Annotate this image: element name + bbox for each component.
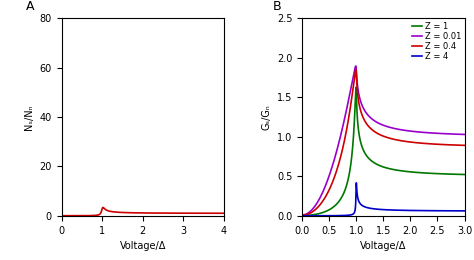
Z = 0.4 <box>462 144 467 147</box>
Z = 0.01 <box>362 109 367 112</box>
Z = 1 <box>369 159 374 162</box>
Z = 0.4 <box>441 143 447 146</box>
Line: Z = 1: Z = 1 <box>302 87 465 216</box>
Z = 4 <box>369 207 374 210</box>
Line: Z = 0.4: Z = 0.4 <box>302 69 465 215</box>
Y-axis label: Nₛ/Nₙ: Nₛ/Nₙ <box>24 104 34 130</box>
Z = 0.4 <box>318 203 323 206</box>
Z = 4 <box>299 214 305 217</box>
Z = 0.4 <box>299 214 305 217</box>
Z = 4 <box>328 214 333 217</box>
Z = 0.01 <box>458 133 464 136</box>
Z = 1 <box>353 86 359 89</box>
Line: Z = 4: Z = 4 <box>302 183 465 216</box>
Z = 0.4 <box>328 186 333 189</box>
Z = 1 <box>299 214 305 217</box>
Z = 0.01 <box>328 171 333 174</box>
Z = 0.01 <box>462 133 467 136</box>
X-axis label: Voltage/Δ: Voltage/Δ <box>119 241 166 251</box>
Legend: Z = 1, Z = 0.01, Z = 0.4, Z = 4: Z = 1, Z = 0.01, Z = 0.4, Z = 4 <box>411 21 462 62</box>
Z = 0.01 <box>318 195 323 198</box>
Z = 0.01 <box>299 213 305 217</box>
Z = 0.4 <box>458 144 464 147</box>
Y-axis label: Gₛ/Gₙ: Gₛ/Gₙ <box>261 104 271 130</box>
Z = 1 <box>462 173 467 176</box>
Z = 1 <box>362 151 367 154</box>
X-axis label: Voltage/Δ: Voltage/Δ <box>360 241 407 251</box>
Z = 4 <box>318 214 323 217</box>
Z = 4 <box>362 205 367 208</box>
Z = 4 <box>441 209 447 212</box>
Text: A: A <box>26 0 35 13</box>
Line: Z = 0.01: Z = 0.01 <box>302 66 465 215</box>
Z = 0.01 <box>353 64 359 68</box>
Z = 4 <box>458 209 464 212</box>
Z = 1 <box>318 212 323 215</box>
Z = 1 <box>458 173 464 176</box>
Z = 0.4 <box>362 119 367 122</box>
Z = 0.4 <box>353 68 359 71</box>
Text: B: B <box>273 0 282 13</box>
Z = 0.01 <box>369 117 374 120</box>
Z = 4 <box>354 181 359 184</box>
Z = 0.01 <box>441 132 447 135</box>
Z = 4 <box>462 209 467 212</box>
Z = 1 <box>441 172 447 176</box>
Z = 1 <box>328 207 333 211</box>
Z = 0.4 <box>369 128 374 131</box>
